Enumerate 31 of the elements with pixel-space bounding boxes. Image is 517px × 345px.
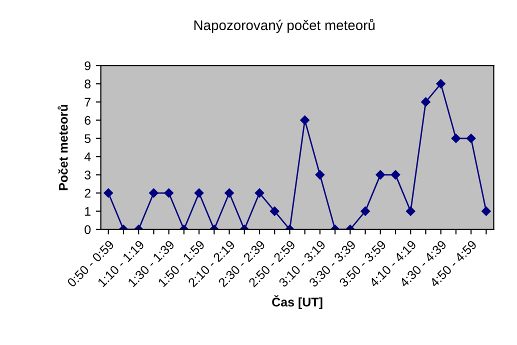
point <box>451 134 461 144</box>
point <box>104 188 113 198</box>
point <box>194 188 204 198</box>
point <box>164 188 174 198</box>
y-tick-label: 2 <box>84 188 90 198</box>
y-tick-label: 4 <box>84 152 91 162</box>
point <box>482 206 491 216</box>
y-tick-label: 7 <box>84 98 90 106</box>
y-tick-label: 9 <box>84 61 90 70</box>
y-tick-label: 5 <box>84 134 91 144</box>
point <box>315 170 325 180</box>
chart-title: Napozorovaný počet meteorů <box>194 18 375 33</box>
y-tick-label: 1 <box>85 207 90 216</box>
point <box>254 188 264 198</box>
y-tick-label: 3 <box>84 170 91 180</box>
point <box>360 206 370 216</box>
point <box>406 206 416 216</box>
y-axis-title: Počet meteorů <box>58 104 68 190</box>
x-axis-title: Čas [UT] <box>272 295 322 309</box>
point <box>466 134 476 144</box>
point <box>149 188 158 198</box>
point <box>224 188 234 198</box>
point <box>436 79 446 88</box>
point <box>421 97 430 107</box>
point <box>270 206 280 216</box>
point <box>390 170 400 180</box>
point <box>300 116 310 125</box>
y-tick-label: 0 <box>84 225 91 234</box>
point <box>376 170 386 180</box>
y-tick-label: 6 <box>84 116 91 125</box>
y-tick-label: 8 <box>84 80 91 88</box>
